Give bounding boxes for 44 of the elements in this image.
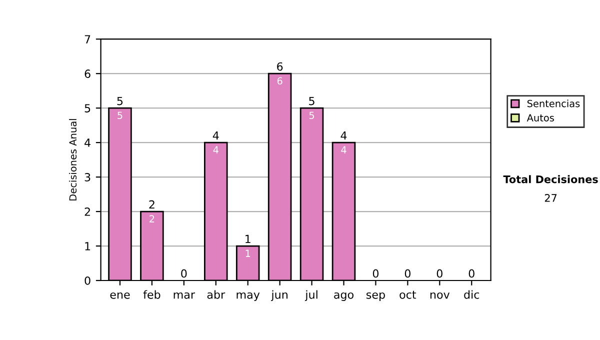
data-label: 6 [277,77,282,85]
legend-label: Autos [526,114,554,122]
x-tick-label: jul [304,290,318,301]
total-label: 4 [212,131,219,140]
total-label: 0 [372,269,379,278]
data-label: 1 [246,250,250,257]
y-tick-label: 1 [85,242,90,250]
x-tick-label: feb [143,290,160,299]
text: 27 [544,194,557,202]
y-tick-label: 2 [84,208,90,216]
x-tick-label: abr [207,290,226,299]
text: Total Decisiones [503,175,598,184]
x-tick-label: dic [464,290,480,299]
total-label: 5 [117,96,123,106]
x-tick-label: jun [271,290,288,301]
y-tick-label: 4 [84,138,90,147]
y-tick-label: 0 [84,276,90,285]
x-tick-label: ago [334,292,354,301]
total-label: 0 [181,269,187,278]
x-tick-label: mar [174,292,196,299]
legend-label: Sentencias [527,100,580,108]
total-label: 0 [404,269,410,278]
data-label: 5 [309,112,314,120]
data-label: 5 [118,112,122,120]
total-label: 0 [436,269,442,278]
total-label: 6 [277,62,283,71]
total-label: 1 [246,234,250,244]
x-tick-label: may [236,292,260,301]
data-label: 2 [150,215,154,222]
data-label: 4 [341,146,346,154]
x-tick-label: ene [110,292,130,299]
total-label: 4 [340,131,347,140]
total-label: 2 [149,200,154,209]
x-tick-label: oct [400,290,416,299]
x-tick-label: sep [366,292,385,301]
y-tick-label: 5 [84,104,90,112]
total-label: 0 [468,269,474,278]
y-tick-label: 3 [84,173,90,182]
data-label: 4 [213,146,218,154]
y-tick-label: 6 [84,70,90,78]
total-label: 5 [309,96,314,106]
y-tick-label: 7 [84,35,90,44]
y-axis-title: Decisiones Anual [69,119,77,200]
x-tick-label: nov [430,292,450,299]
